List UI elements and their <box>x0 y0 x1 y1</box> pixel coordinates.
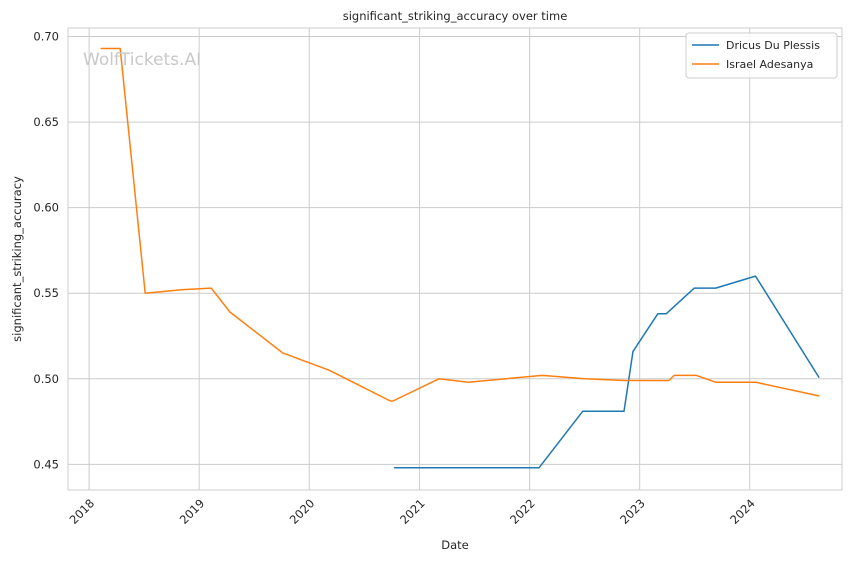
y-axis-title: significant_striking_accuracy <box>10 176 24 342</box>
grid-lines <box>68 28 842 490</box>
chart-title: significant_striking_accuracy over time <box>343 9 568 23</box>
y-tick-label: 0.60 <box>33 201 59 215</box>
legend-box <box>685 32 838 79</box>
y-tick-label: 0.70 <box>33 30 59 44</box>
plot-area-frame <box>67 27 843 491</box>
x-axis-title: Date <box>441 538 469 552</box>
series-lines <box>100 47 820 469</box>
series-line-2 <box>100 47 820 402</box>
legend: Dricus Du Plessis Israel Adesanya <box>685 32 838 79</box>
watermark-text: WolfTickets.AI <box>83 50 201 70</box>
y-tick-label: 0.50 <box>33 372 59 386</box>
series-line-1 <box>393 275 820 469</box>
y-tick-label: 0.45 <box>33 457 59 471</box>
legend-label: Israel Adesanya <box>726 58 813 71</box>
y-tick-label: 0.65 <box>33 115 59 129</box>
y-tick-label: 0.55 <box>33 286 59 300</box>
legend-label: Dricus Du Plessis <box>726 39 820 52</box>
